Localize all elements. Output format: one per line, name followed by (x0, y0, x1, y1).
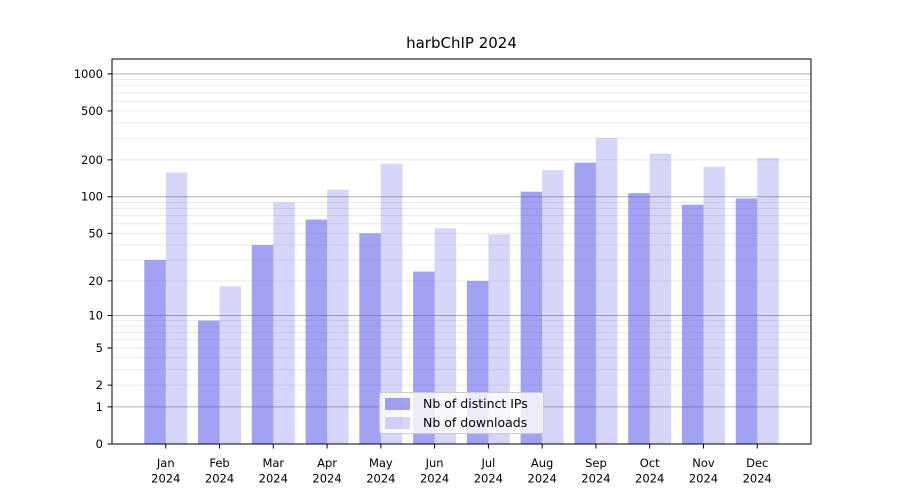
x-tick-label-aug: Aug 2024 (528, 456, 557, 486)
bar-downloads-may (380, 163, 403, 444)
x-tick-label-jun: Jun 2024 (420, 456, 449, 486)
y-tick-label-0: 0 (96, 437, 103, 451)
bar-downloads-jul (488, 234, 510, 444)
bar-downloads-nov (703, 166, 725, 445)
bar-downloads-feb (219, 286, 242, 444)
y-tick-label-1: 1 (96, 400, 103, 414)
legend-swatch-distinct-ips (385, 397, 410, 410)
y-tick-label-20: 20 (88, 274, 103, 288)
bar-distinct-ips-oct (628, 193, 650, 444)
x-tick-label-feb: Feb 2024 (205, 456, 234, 486)
x-tick-label-nov: Nov 2024 (689, 456, 718, 486)
bar-downloads-dec (757, 158, 779, 444)
y-tick-label-500: 500 (81, 104, 103, 118)
y-tick-label-200: 200 (81, 153, 103, 167)
bar-downloads-oct (649, 153, 672, 445)
y-tick-label-10: 10 (88, 309, 103, 323)
legend-label-downloads: Nb of downloads (423, 415, 528, 430)
bar-distinct-ips-nov (681, 204, 704, 444)
bar-distinct-ips-sep (574, 162, 596, 444)
legend-item-distinct-ips: Nb of distinct IPs (385, 396, 538, 411)
bar-downloads-jun (434, 228, 457, 444)
bar-downloads-jan (165, 172, 188, 444)
legend-label-distinct-ips: Nb of distinct IPs (423, 396, 528, 411)
bar-downloads-mar (273, 202, 295, 444)
chart-title: harbChIP 2024 (406, 34, 517, 52)
x-tick-label-mar: Mar 2024 (259, 456, 288, 486)
bar-downloads-aug (542, 170, 564, 445)
bar-distinct-ips-apr (305, 219, 328, 444)
y-tick-label-50: 50 (88, 226, 103, 240)
bar-distinct-ips-dec (735, 198, 758, 444)
x-tick-label-jul: Jul 2024 (474, 456, 503, 486)
x-tick-label-sep: Sep 2024 (581, 456, 610, 486)
x-tick-label-may: May 2024 (366, 456, 395, 486)
plot-border (111, 58, 812, 445)
y-tick-label-2: 2 (96, 378, 103, 392)
x-tick-label-jan: Jan 2024 (151, 456, 180, 486)
x-tick-label-dec: Dec 2024 (743, 456, 772, 486)
y-tick-label-100: 100 (81, 190, 103, 204)
bar-distinct-ips-aug (520, 191, 543, 444)
bar-distinct-ips-mar (251, 245, 274, 444)
y-tick-label-5: 5 (96, 341, 103, 355)
legend: Nb of distinct IPs Nb of downloads (379, 392, 544, 434)
x-tick-label-oct: Oct 2024 (635, 456, 664, 486)
legend-item-downloads: Nb of downloads (385, 415, 538, 430)
bar-distinct-ips-may (359, 233, 381, 444)
bar-distinct-ips-feb (198, 320, 220, 444)
y-tick-label-1000: 1000 (74, 67, 103, 81)
bar-downloads-sep (595, 138, 618, 444)
bar-downloads-apr (327, 189, 349, 444)
legend-swatch-downloads (385, 416, 410, 429)
x-tick-label-apr: Apr 2024 (312, 456, 341, 486)
bar-distinct-ips-jan (144, 260, 166, 444)
